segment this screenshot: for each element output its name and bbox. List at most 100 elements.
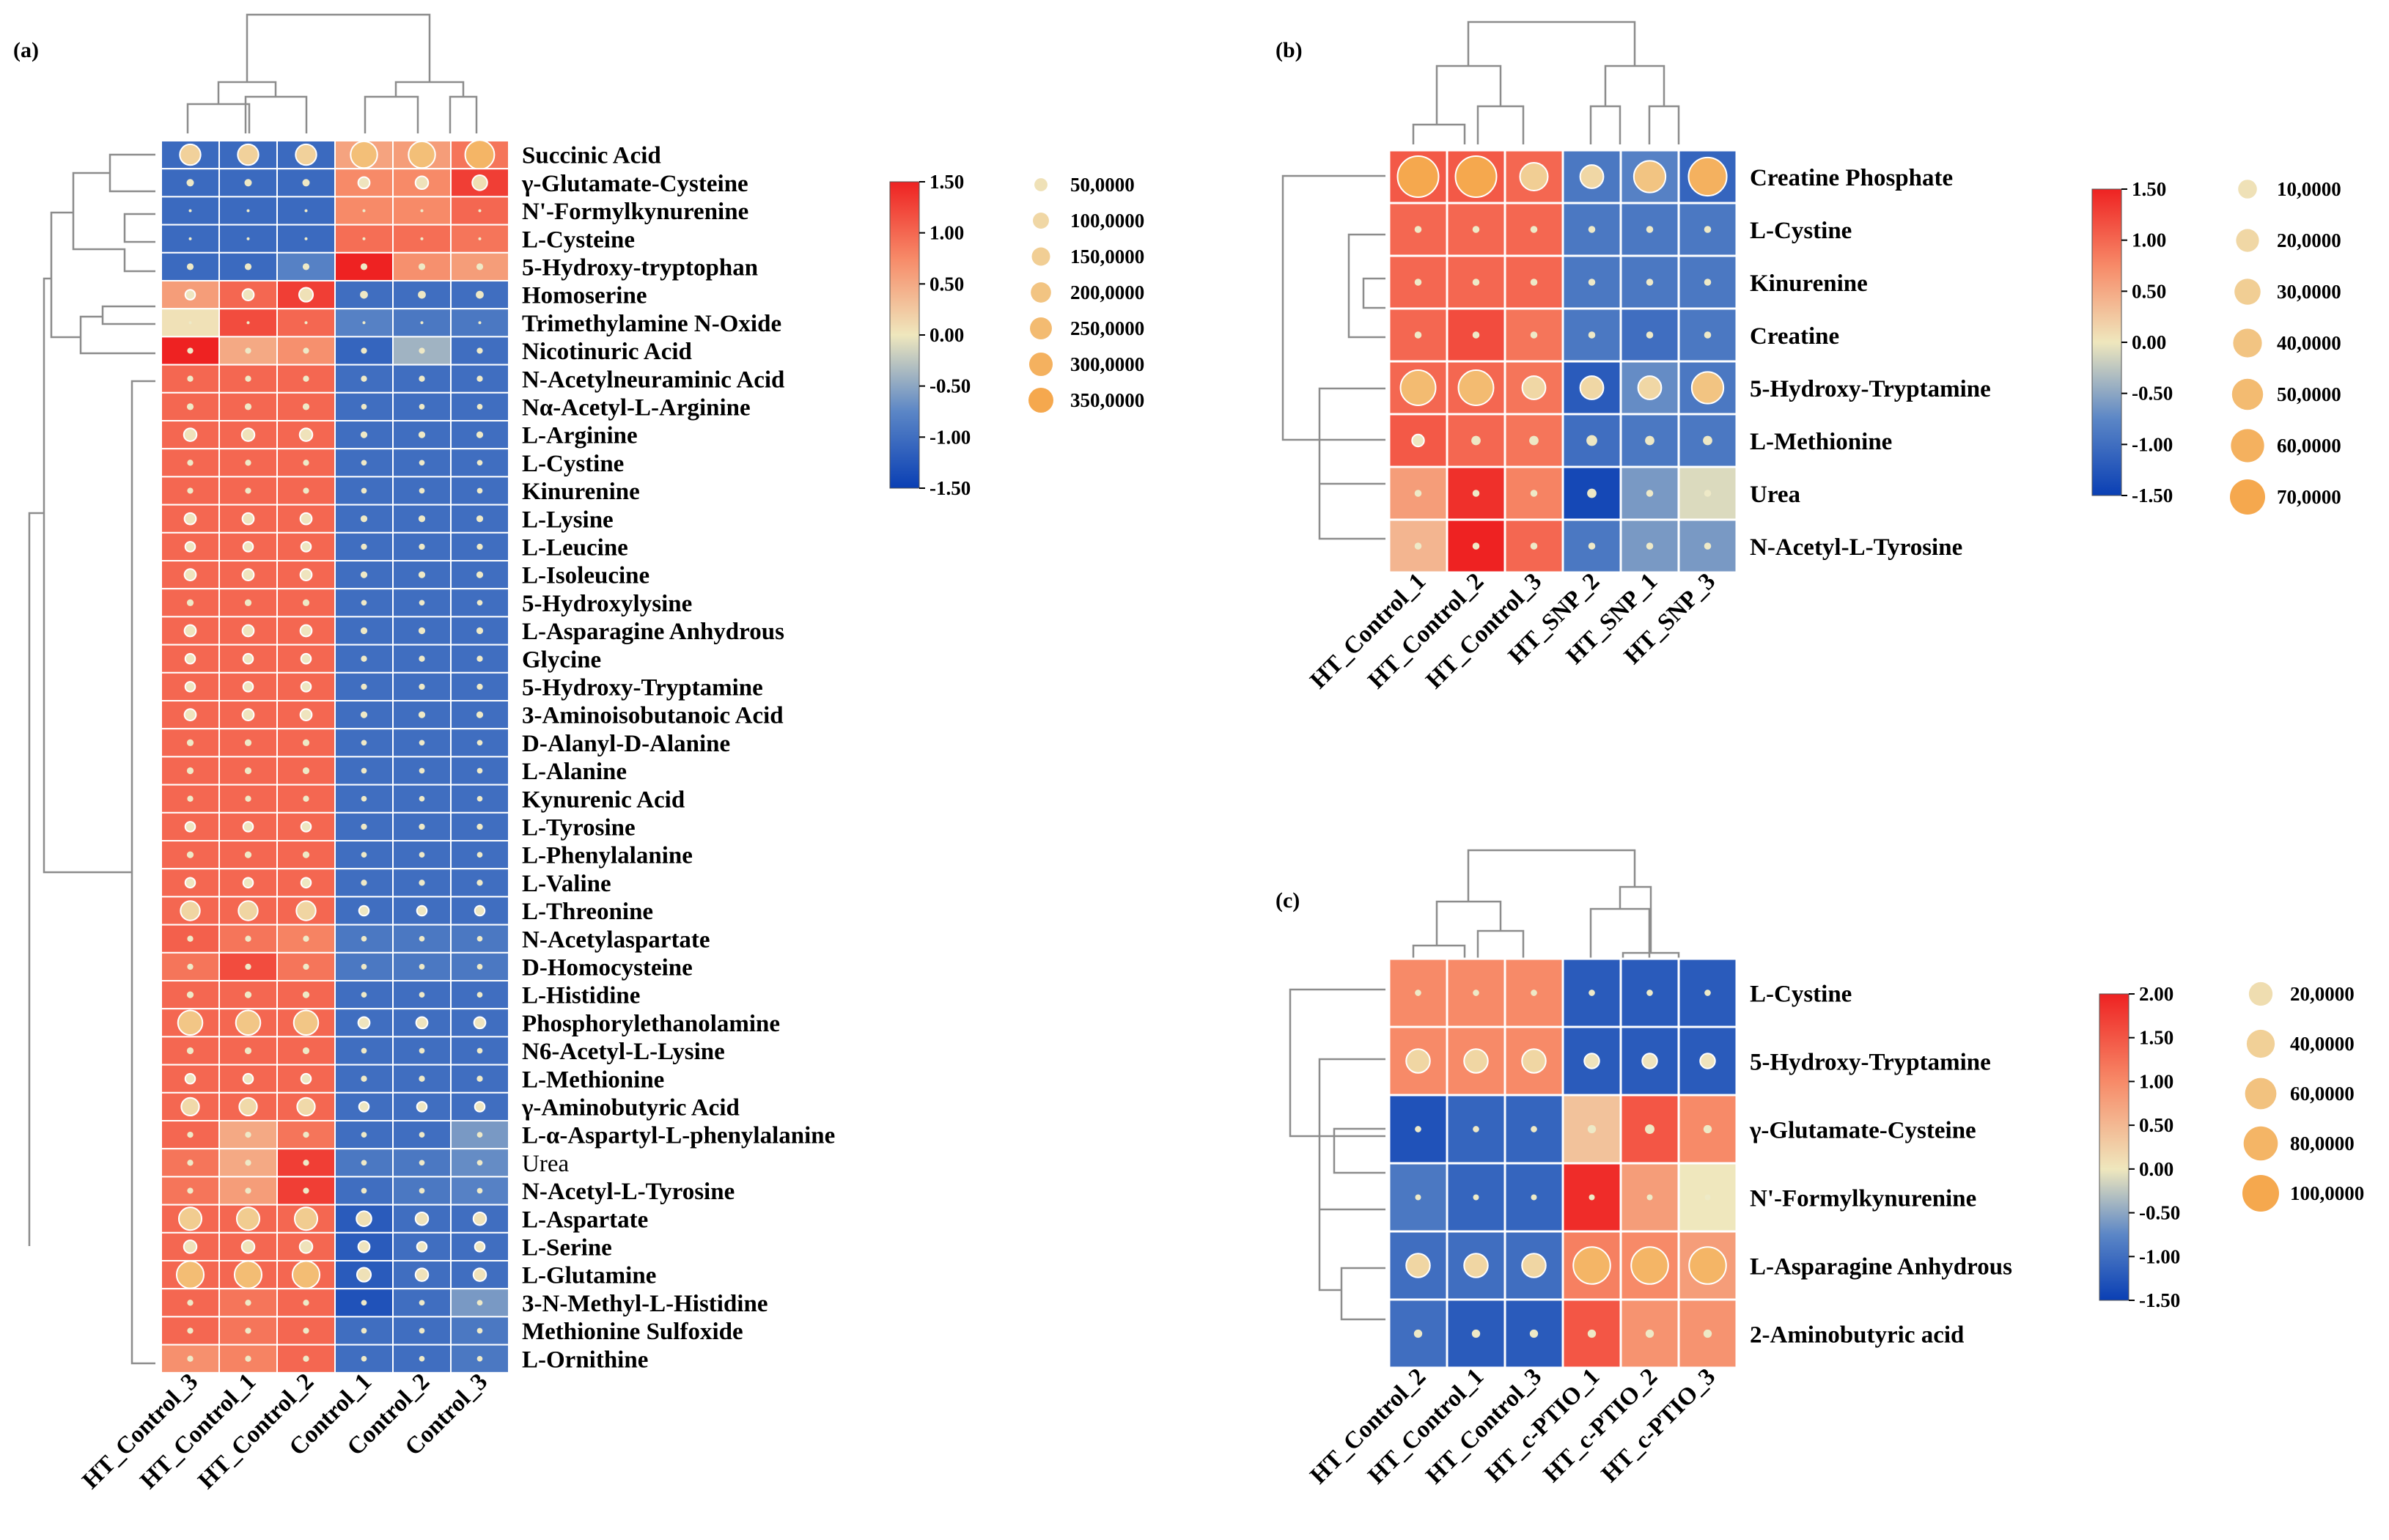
a-bubble (186, 767, 194, 775)
b-bubble (1588, 279, 1596, 286)
a-bubble (360, 515, 368, 523)
panel-b-label: (b) (1276, 38, 1303, 62)
a-size-label: 100,0000 (1070, 210, 1144, 232)
a-bubble (244, 263, 252, 270)
a-bubble (419, 375, 425, 382)
a-cell (450, 588, 509, 618)
a-bubble (416, 905, 428, 917)
b-size-bubble (2233, 328, 2262, 358)
a-bubble (302, 599, 310, 606)
c-tick-label: 1.00 (2139, 1070, 2173, 1092)
c-bubble (1704, 1194, 1711, 1201)
a-bubble (357, 1240, 371, 1253)
a-bubble (183, 1239, 198, 1254)
c-size-label: 60,0000 (2290, 1083, 2355, 1105)
a-bubble (175, 1260, 205, 1289)
a-bubble (419, 683, 425, 690)
c-bubble (1531, 990, 1537, 996)
a-bubble (184, 681, 196, 693)
colorbar-a (889, 181, 920, 489)
a-row-label: L-α-Aspartyl-L-phenylalanine (522, 1123, 835, 1149)
a-bubble (303, 487, 309, 494)
b-row-label: Creatine Phosphate (1750, 165, 1953, 191)
b-bubble (1579, 164, 1605, 189)
a-row-label: Glycine (522, 646, 601, 673)
a-bubble (415, 1016, 429, 1030)
a-bubble (478, 237, 482, 240)
a-bubble (420, 321, 424, 325)
c-bubble (1415, 990, 1421, 996)
a-row-label: L-Isoleucine (522, 563, 649, 589)
a-bubble (414, 1267, 430, 1282)
c-bubble (1463, 1253, 1489, 1278)
a-bubble (362, 321, 366, 325)
c-bubble (1704, 990, 1711, 996)
a-bubble (464, 139, 496, 170)
c-bubble (1415, 1126, 1421, 1132)
a-bubble (183, 708, 197, 721)
a-row-label: L-Aspartate (522, 1206, 648, 1233)
b-bubble (1704, 490, 1712, 497)
c-bubble (1688, 1246, 1727, 1285)
a-bubble (300, 1072, 312, 1085)
a-bubble (476, 655, 483, 662)
a-size-label: 350,0000 (1070, 389, 1144, 411)
a-row-label: 5-Hydroxy-Tryptamine (522, 674, 763, 701)
a-cell (218, 980, 278, 1010)
a-size-bubble (1031, 282, 1051, 303)
a-row-label: L-Cysteine (522, 226, 635, 253)
b-bubble (1579, 375, 1605, 400)
a-bubble (241, 624, 255, 638)
a-bubble (293, 1206, 319, 1231)
a-size-bubble (1030, 317, 1052, 339)
b-size-label: 10,0000 (2277, 178, 2341, 200)
a-row-label: N-Acetylaspartate (522, 926, 710, 953)
b-bubble (1396, 155, 1440, 198)
b-bubble (1472, 490, 1480, 497)
a-cell (276, 644, 336, 674)
c-tick-label: -1.00 (2139, 1245, 2180, 1267)
c-bubble (1471, 1329, 1481, 1338)
c-bubble (1630, 1246, 1669, 1285)
heatmap-a: Succinic Acidγ-Glutamate-CysteineN'-Form… (78, 139, 835, 1495)
a-bubble (233, 1260, 263, 1289)
a-bubble (360, 290, 368, 299)
a-row-label: D-Alanyl-D-Alanine (522, 731, 730, 757)
a-bubble (476, 263, 484, 270)
a-bubble (357, 176, 371, 190)
a-bubble (184, 877, 196, 889)
a-bubble (472, 1211, 487, 1226)
a-bubble (303, 935, 309, 942)
a-bubble (244, 179, 252, 187)
b-bubble (1472, 331, 1480, 339)
a-bubble (361, 683, 367, 690)
c-bubble (1703, 1124, 1712, 1134)
a-bubble (476, 1075, 483, 1082)
b-cell (1677, 413, 1738, 468)
a-bubble (476, 460, 483, 466)
a-bubble (299, 568, 313, 581)
a-row-label: Urea (522, 1151, 569, 1177)
a-bubble (419, 740, 425, 746)
b-tick-label: 0.50 (2132, 280, 2166, 302)
a-cell (334, 168, 394, 198)
a-bubble (187, 935, 194, 942)
a-row-label: L-Asparagine Anhydrous (522, 619, 784, 645)
a-row-label: L-Methionine (522, 1066, 664, 1093)
c-bubble (1645, 1124, 1654, 1134)
a-bubble (186, 263, 194, 270)
a-bubble (361, 1327, 367, 1334)
c-size-bubble (2243, 1126, 2278, 1161)
a-bubble (186, 739, 194, 746)
a-bubble (184, 289, 196, 301)
c-bubble (1646, 990, 1653, 996)
a-bubble (476, 1160, 483, 1166)
a-bubble (245, 935, 251, 942)
a-row-label: L-Phenylalanine (522, 843, 693, 869)
c-tick-label: -1.50 (2139, 1289, 2180, 1311)
a-bubble (476, 543, 483, 550)
a-tick-label: -1.00 (930, 426, 971, 448)
a-bubble (361, 460, 367, 466)
a-bubble (186, 1047, 194, 1055)
c-size-label: 80,0000 (2290, 1132, 2355, 1154)
